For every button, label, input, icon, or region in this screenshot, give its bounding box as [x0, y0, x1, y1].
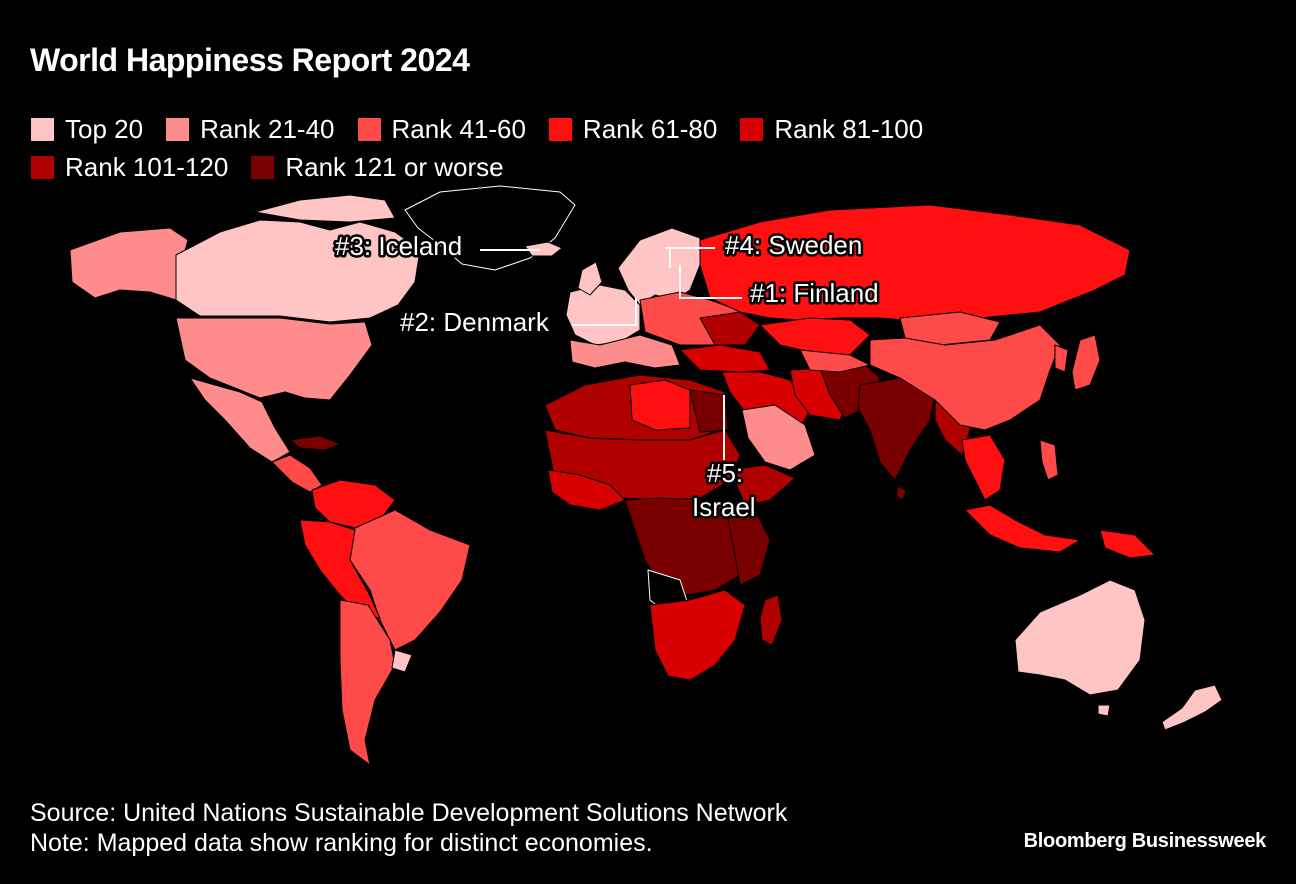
region-canada-islands: [254, 194, 396, 223]
region-kazakhstan: [759, 317, 871, 356]
region-caribbean: [289, 435, 341, 451]
region-papua-new-guinea: [1099, 529, 1156, 559]
region-philippines: [1039, 439, 1059, 481]
legend-item-top-20: Top 20: [30, 114, 143, 145]
region-russia: [699, 204, 1131, 323]
region-uk: [577, 261, 603, 296]
callout-iceland: #3: Iceland: [335, 231, 462, 261]
region-korea: [1054, 344, 1069, 373]
callout-israel-name: Israel: [692, 492, 756, 522]
legend-label: Rank 121 or worse: [285, 151, 504, 182]
legend-label: Rank 61-80: [582, 113, 718, 144]
source-text: Source: United Nations Sustainable Devel…: [30, 799, 788, 827]
callout-labels: #3: Iceland #4: Sweden #1: Finland #2: D…: [333, 228, 882, 525]
callout-finland: #1: Finland: [750, 278, 879, 308]
callout-sweden: #4: Sweden: [725, 230, 862, 260]
region-libya: [629, 379, 691, 431]
region-australia: [1014, 579, 1146, 696]
region-southern-africa: [649, 589, 746, 681]
legend-swatch: [165, 116, 191, 142]
legend-swatch: [30, 116, 55, 142]
region-saudi-arabia: [741, 404, 816, 471]
region-southeast-asia: [961, 434, 1006, 501]
region-egypt: [689, 389, 729, 433]
legend-label: Rank 101-120: [65, 151, 229, 182]
region-new-zealand: [1161, 684, 1223, 731]
region-japan: [1071, 334, 1101, 391]
region-horn-of-africa: [729, 464, 796, 506]
legend-swatch: [250, 154, 276, 180]
page-title: World Happiness Report 2024: [30, 42, 470, 78]
legend-swatch: [30, 154, 55, 180]
legend-row-2: Rank 101-120 Rank 121 or worse: [30, 148, 1030, 186]
region-sri-lanka: [895, 485, 907, 501]
region-turkey-caucasus: [679, 344, 771, 373]
region-western-europe: [565, 284, 641, 346]
footer: Source: United Nations Sustainable Devel…: [30, 798, 787, 858]
region-west-africa: [547, 469, 626, 511]
region-madagascar: [759, 594, 783, 646]
region-alaska: [69, 227, 189, 301]
region-central-asia: [799, 349, 871, 373]
region-east-africa: [724, 504, 771, 586]
region-uruguay: [391, 649, 413, 673]
region-peru-bolivia: [299, 519, 381, 619]
callout-israel-rank: #5:: [707, 458, 743, 488]
region-mexico: [189, 377, 291, 463]
legend-label: Rank 81-100: [774, 113, 924, 144]
note-text: Note: Mapped data show ranking for disti…: [30, 829, 653, 857]
legend-item-rank-61-80: Rank 61-80: [547, 113, 718, 145]
legend-label: Top 20: [65, 113, 144, 144]
legend: Top 20 Rank 21-40 Rank 41-60 Rank 61-80 …: [30, 110, 1030, 186]
legend-item-rank-41-60: Rank 41-60: [356, 113, 526, 145]
legend-swatch: [739, 116, 765, 142]
region-brazil: [349, 509, 471, 651]
region-iceland: [524, 241, 563, 257]
legend-item-rank-101-120: Rank 101-120: [30, 152, 228, 183]
region-china: [869, 324, 1061, 431]
region-central-africa: [624, 497, 749, 596]
legend-swatch: [547, 116, 573, 142]
region-southern-europe: [569, 334, 681, 369]
legend-item-rank-121-worse: Rank 121 or worse: [250, 151, 504, 183]
region-nordics: [617, 227, 701, 306]
legend-row-1: Top 20 Rank 21-40 Rank 41-60 Rank 61-80 …: [30, 110, 1030, 148]
region-indonesia: [964, 504, 1081, 553]
brand-logo: Bloomberg Businessweek: [1023, 830, 1267, 852]
legend-item-rank-81-100: Rank 81-100: [739, 114, 923, 145]
leader-sweden: [665, 247, 715, 268]
region-united-states: [175, 317, 373, 401]
region-central-america: [271, 454, 323, 493]
callout-denmark: #2: Denmark: [400, 307, 550, 337]
legend-label: Rank 21-40: [200, 113, 335, 144]
region-argentina-chile: [339, 599, 396, 766]
legend-swatch: [356, 116, 382, 142]
region-ukraine: [699, 311, 761, 346]
region-canada: [175, 219, 421, 323]
leader-finland: [679, 265, 742, 299]
legend-item-rank-21-40: Rank 21-40: [165, 113, 335, 145]
leader-denmark: [572, 298, 637, 326]
legend-label: Rank 41-60: [391, 113, 526, 144]
region-tasmania: [1097, 704, 1111, 717]
callout-leaders: [480, 247, 742, 460]
